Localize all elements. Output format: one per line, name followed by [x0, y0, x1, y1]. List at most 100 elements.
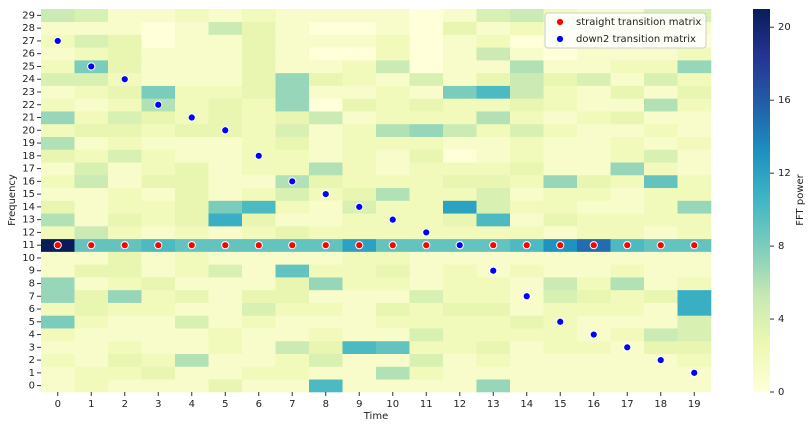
- heatmap-cell: [141, 47, 176, 61]
- heatmap-cell: [275, 200, 310, 214]
- heatmap-cell: [543, 136, 578, 150]
- heatmap-cell: [577, 251, 611, 265]
- heatmap-cell: [577, 98, 611, 112]
- y-tick-label: 29: [22, 10, 35, 21]
- heatmap-cell: [342, 34, 377, 48]
- x-tick-label: 11: [420, 399, 433, 410]
- legend-label: down2 transition matrix: [576, 34, 696, 45]
- y-tick-label: 0: [29, 381, 35, 392]
- heatmap-cell: [510, 302, 544, 316]
- heatmap-cell: [510, 251, 544, 265]
- x-tick-label: 19: [688, 399, 701, 410]
- heatmap-cell: [208, 353, 243, 367]
- scatter-point: [355, 241, 364, 250]
- heatmap-cell: [41, 111, 75, 125]
- heatmap-cell: [543, 328, 578, 342]
- heatmap-cell: [510, 34, 544, 48]
- scatter-point: [221, 241, 230, 250]
- heatmap-cell: [644, 328, 678, 342]
- colorbar-tick-label: 20: [778, 22, 791, 33]
- y-tick-label: 15: [22, 189, 35, 200]
- heatmap-cell: [275, 264, 310, 278]
- heatmap-cell: [309, 379, 343, 393]
- heatmap-cell: [543, 111, 578, 125]
- heatmap-cell: [141, 72, 176, 86]
- y-tick-label: 24: [22, 74, 35, 85]
- heatmap-cell: [342, 149, 377, 163]
- heatmap-cell: [41, 302, 75, 316]
- heatmap-cell: [342, 353, 377, 367]
- heatmap-cell: [141, 366, 176, 380]
- heatmap-cell: [376, 9, 410, 23]
- heatmap-cell: [74, 328, 109, 342]
- heatmap-cell: [275, 353, 310, 367]
- scatter-point: [154, 100, 163, 109]
- heatmap-cell: [242, 98, 276, 112]
- heatmap-cell: [644, 98, 678, 112]
- heatmap-cell: [175, 60, 209, 74]
- colorbar-tick-label: 4: [778, 314, 784, 325]
- heatmap-cell: [577, 213, 611, 227]
- heatmap-cell: [376, 98, 410, 112]
- heatmap-cell: [476, 251, 511, 265]
- heatmap-cell: [74, 174, 109, 189]
- heatmap-cell: [175, 302, 209, 316]
- heatmap-cell: [242, 328, 276, 342]
- heatmap-cell: [175, 85, 209, 99]
- scatter-point: [321, 190, 330, 199]
- x-tick-label: 6: [256, 399, 262, 410]
- heatmap-cell: [577, 162, 611, 176]
- heatmap-cell: [275, 123, 310, 137]
- heatmap-cell: [41, 47, 75, 61]
- heatmap-cell: [141, 226, 176, 240]
- heatmap-cell: [376, 379, 410, 393]
- heatmap-cell: [376, 123, 410, 137]
- heatmap-cell: [108, 264, 142, 278]
- x-tick-label: 0: [55, 399, 61, 410]
- heatmap-cell: [443, 85, 477, 99]
- heatmap-cell: [208, 60, 243, 74]
- heatmap-cell: [74, 98, 109, 112]
- x-tick-label: 7: [289, 399, 295, 410]
- heatmap-cell: [141, 187, 176, 201]
- heatmap-cell: [543, 289, 578, 303]
- heatmap-cell: [342, 213, 377, 227]
- heatmap-cell: [275, 379, 310, 393]
- heatmap-cell: [141, 162, 176, 176]
- heatmap-cell: [644, 315, 678, 329]
- heatmap-cell: [309, 315, 343, 329]
- heatmap-cell: [242, 72, 276, 86]
- heatmap-cell: [108, 85, 142, 99]
- heatmap-cell: [342, 315, 377, 329]
- legend-marker: [555, 34, 565, 44]
- heatmap-cell: [376, 264, 410, 278]
- heatmap-cell: [41, 289, 75, 303]
- heatmap-cell: [108, 187, 142, 201]
- heatmap-cell: [443, 277, 477, 291]
- heatmap-cell: [41, 277, 75, 291]
- heatmap-cell: [476, 187, 511, 201]
- heatmap-cell: [108, 149, 142, 163]
- heatmap-cell: [275, 162, 310, 176]
- heatmap-cell: [175, 136, 209, 150]
- heatmap-cell: [443, 47, 477, 61]
- scatter-point: [187, 241, 196, 250]
- heatmap-cell: [141, 200, 176, 214]
- heatmap-cell: [175, 277, 209, 291]
- heatmap-cell: [677, 47, 712, 61]
- heatmap-cell: [443, 213, 477, 227]
- heatmap-cell: [41, 226, 75, 240]
- heatmap-cell: [342, 277, 377, 291]
- heatmap-cell: [443, 60, 477, 74]
- heatmap-cell: [543, 251, 578, 265]
- x-tick-label: 17: [621, 399, 634, 410]
- heatmap-cell: [476, 302, 511, 316]
- heatmap-cell: [376, 328, 410, 342]
- heatmap-cell: [610, 136, 645, 150]
- heatmap-cell: [644, 379, 678, 393]
- heatmap-cell: [108, 226, 142, 240]
- heatmap-cell: [242, 47, 276, 61]
- heatmap-cell: [610, 72, 645, 86]
- heatmap-cell: [208, 226, 243, 240]
- y-tick-label: 9: [29, 266, 35, 277]
